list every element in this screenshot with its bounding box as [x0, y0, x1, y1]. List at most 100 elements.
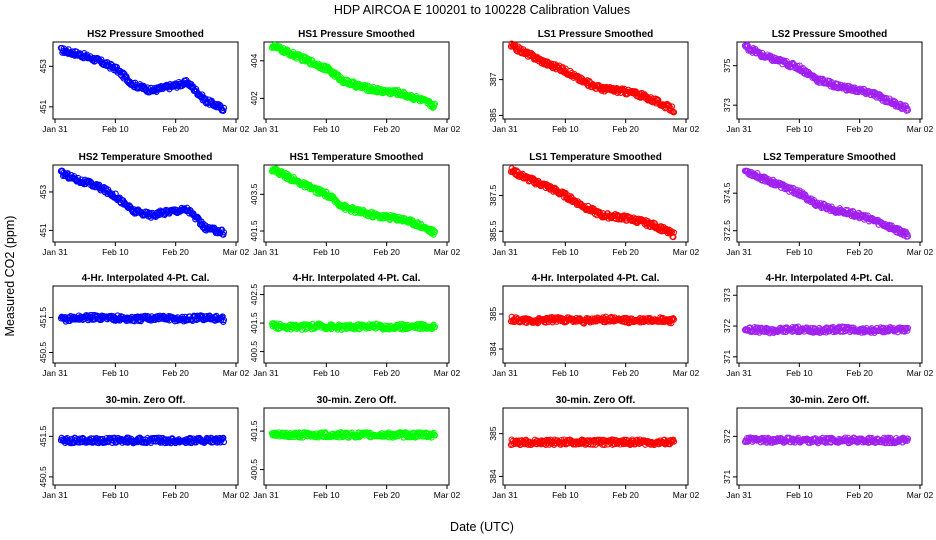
panel-11: 4-Hr. Interpolated 4-Pt. Cal. Jan 31 Feb 1…: [488, 273, 699, 378]
data-point: [543, 436, 550, 444]
x-tick-label: Feb 10: [552, 247, 579, 257]
panel-grid: HS2 Pressure Smoothed Jan 31 Feb 10 Feb 20 M…: [38, 29, 933, 500]
data-point: [670, 316, 678, 323]
x-tick-label: Feb 10: [786, 124, 813, 134]
data-point: [670, 233, 677, 241]
data-point: [431, 432, 439, 439]
data-point: [123, 73, 130, 80]
plot-frame: [52, 285, 239, 364]
y-tick-label: 451: [38, 223, 48, 237]
x-tick-label: Feb 20: [846, 368, 873, 378]
data-point: [670, 229, 678, 236]
plot-frame: [502, 285, 689, 364]
panel-title: 30-min. Zero Off.: [790, 395, 870, 406]
data-point: [220, 438, 228, 446]
y-tick-label: 372: [722, 319, 732, 333]
panel-title: 4-Hr. Interpolated 4-Pt. Cal.: [532, 273, 660, 284]
x-tick-label: Jan 31: [492, 490, 518, 500]
y-tick-label: 387.5: [488, 185, 498, 207]
y-tick-label: 403.5: [249, 183, 259, 205]
series-points: [57, 434, 228, 447]
x-tick-label: Jan 31: [42, 124, 68, 134]
series-points: [268, 41, 439, 111]
x-tick-label: Feb 20: [846, 490, 873, 500]
y-tick-label: 450.5: [38, 466, 48, 488]
x-tick-label: Feb 20: [373, 124, 400, 134]
x-tick-label: Jan 31: [253, 247, 279, 257]
panel-9: 4-Hr. Interpolated 4-Pt. Cal. Jan 31 Feb 1…: [38, 273, 249, 378]
x-tick-label: Mar 02: [434, 247, 461, 257]
plot-frame: [736, 407, 923, 486]
x-tick-label: Mar 02: [907, 368, 934, 378]
y-tick-label: 401.5: [249, 312, 259, 334]
data-point: [748, 46, 755, 53]
panel-title: 30-min. Zero Off.: [556, 395, 636, 406]
panel-8: LS2 Temperature Smoothed Jan 31 Feb 10 Feb …: [722, 152, 933, 257]
panel-title: HS1 Temperature Smoothed: [290, 152, 424, 163]
data-point: [220, 104, 228, 112]
panel-15: 30-min. Zero Off. Jan 31 Feb 10 Feb 20 Mar 0…: [488, 395, 699, 500]
y-tick-label: 373: [722, 98, 732, 112]
series-points: [507, 40, 678, 116]
y-tick-label: 401.5: [249, 220, 259, 242]
y-tick-label: 374.5: [722, 182, 732, 204]
series-points: [741, 434, 912, 447]
x-tick-label: Feb 10: [552, 490, 579, 500]
x-axis-label: Date (UTC): [450, 520, 514, 534]
x-tick-label: Feb 20: [612, 368, 639, 378]
data-point: [220, 316, 228, 324]
x-tick-label: Mar 02: [673, 247, 700, 257]
plot-frame: [52, 164, 239, 243]
y-tick-label: 401.5: [249, 420, 259, 442]
y-tick-label: 385: [488, 108, 498, 122]
panel-2: HS1 Pressure Smoothed Jan 31 Feb 10 Feb 20 M…: [249, 29, 460, 134]
panel-14: 30-min. Zero Off. Jan 31 Feb 10 Feb 20 Mar 0…: [249, 395, 460, 500]
y-tick-label: 451: [38, 99, 48, 113]
y-tick-label: 453: [38, 59, 48, 73]
data-point: [220, 434, 227, 442]
data-point: [220, 107, 227, 114]
panel-title: LS1 Pressure Smoothed: [538, 29, 654, 40]
y-axis-label: Measured CO2 (ppm): [3, 216, 17, 337]
plot-frame: [502, 164, 689, 243]
x-tick-label: Feb 10: [786, 368, 813, 378]
x-tick-label: Jan 31: [726, 368, 752, 378]
plot-frame: [263, 164, 450, 243]
x-tick-label: Feb 10: [102, 124, 129, 134]
series-points: [268, 320, 439, 333]
y-tick-label: 402: [249, 91, 259, 105]
plot-frame: [736, 41, 923, 120]
y-tick-label: 384: [488, 342, 498, 356]
x-tick-label: Feb 10: [102, 368, 129, 378]
panel-16: 30-min. Zero Off. Jan 31 Feb 10 Feb 20 Mar 0…: [722, 395, 933, 500]
x-tick-label: Mar 02: [223, 490, 250, 500]
x-tick-label: Jan 31: [492, 368, 518, 378]
data-point: [670, 438, 678, 445]
x-tick-label: Feb 10: [786, 490, 813, 500]
x-tick-label: Jan 31: [726, 247, 752, 257]
y-tick-label: 385.5: [488, 220, 498, 242]
panel-title: 4-Hr. Interpolated 4-Pt. Cal.: [766, 273, 894, 284]
x-tick-label: Mar 02: [907, 124, 934, 134]
x-tick-label: Mar 02: [434, 124, 461, 134]
data-point: [904, 107, 912, 114]
data-point: [135, 317, 142, 325]
y-tick-label: 372: [722, 429, 732, 443]
plot-frame: [52, 41, 239, 120]
data-point: [904, 324, 912, 332]
data-point: [431, 100, 439, 107]
series-points: [507, 436, 678, 449]
series-points: [507, 165, 678, 241]
x-tick-label: Mar 02: [673, 490, 700, 500]
data-point: [431, 228, 439, 235]
y-tick-label: 450.5: [38, 342, 48, 364]
panel-12: 4-Hr. Interpolated 4-Pt. Cal. Jan 31 Feb 1…: [722, 273, 933, 378]
x-tick-label: Mar 02: [673, 124, 700, 134]
data-point: [904, 327, 911, 334]
series-points: [57, 167, 228, 238]
series-points: [741, 41, 912, 114]
panel-5: HS2 Temperature Smoothed Jan 31 Feb 10 Feb …: [38, 152, 249, 257]
x-tick-label: Jan 31: [42, 247, 68, 257]
x-tick-label: Mar 02: [223, 368, 250, 378]
y-tick-label: 387: [488, 72, 498, 86]
